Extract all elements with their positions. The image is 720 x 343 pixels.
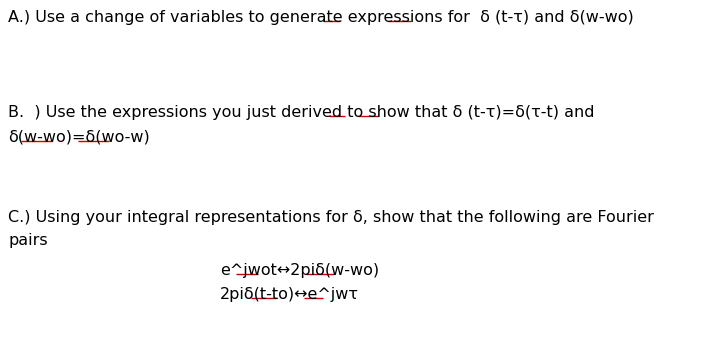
Text: δ(w-wo)=δ(wo-w): δ(w-wo)=δ(wo-w) bbox=[8, 130, 150, 145]
Text: C.) Using your integral representations for δ, show that the following are Fouri: C.) Using your integral representations … bbox=[8, 210, 654, 225]
Text: e^jwot↔2piδ(w-wo): e^jwot↔2piδ(w-wo) bbox=[220, 263, 379, 278]
Text: A.) Use a change of variables to generate expressions for  δ (t-τ) and δ(w-wo): A.) Use a change of variables to generat… bbox=[8, 10, 634, 25]
Text: 2piδ(t-to)↔e^jwτ: 2piδ(t-to)↔e^jwτ bbox=[220, 287, 359, 302]
Text: B.  ) Use the expressions you just derived to show that δ (t-τ)=δ(τ-t) and: B. ) Use the expressions you just derive… bbox=[8, 105, 595, 120]
Text: pairs: pairs bbox=[8, 233, 48, 248]
